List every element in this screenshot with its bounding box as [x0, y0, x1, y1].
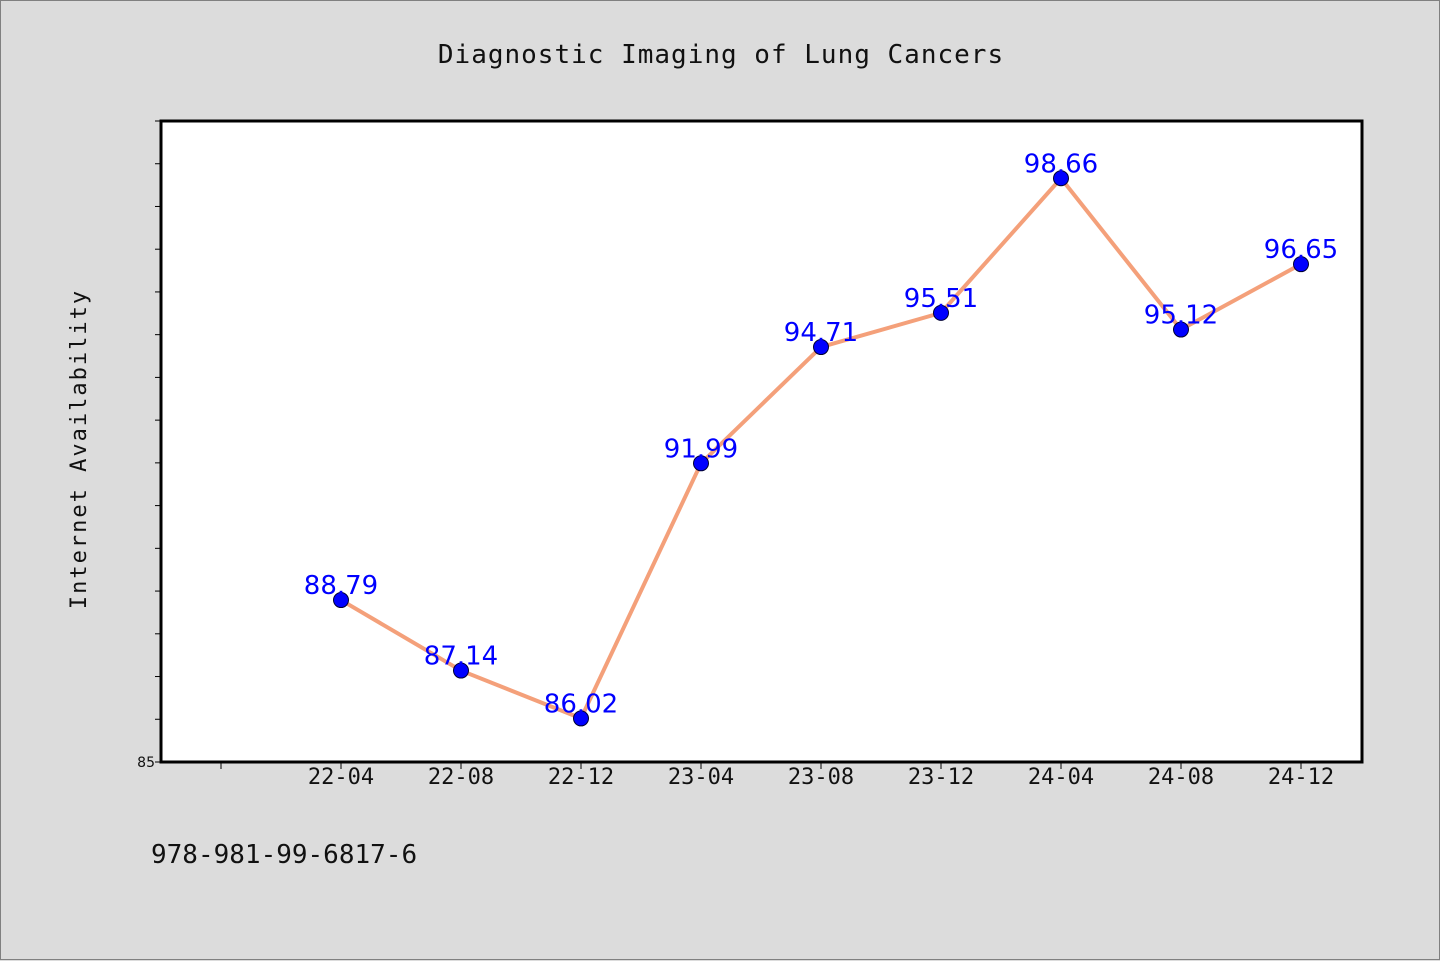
data-point	[333, 592, 349, 609]
data-label: 87.14	[424, 642, 498, 672]
data-label: 88.79	[304, 571, 378, 601]
data-label: 96.65	[1264, 235, 1338, 265]
data-label: 98.66	[1024, 149, 1098, 179]
data-label: 95.51	[904, 284, 978, 314]
x-tick-label: 23-04	[668, 765, 734, 790]
x-tick-label: 23-08	[788, 765, 854, 790]
x-tick-label: 22-12	[548, 765, 614, 790]
data-point	[933, 304, 949, 321]
x-tick-label: 24-08	[1148, 765, 1214, 790]
x-tick-label: 24-04	[1028, 765, 1094, 790]
data-point	[1173, 321, 1189, 338]
isbn-footer: 978-981-99-6817-6	[151, 840, 417, 870]
y-axis-ticks: 85	[137, 120, 161, 771]
data-point	[1053, 170, 1069, 187]
series-layer	[333, 170, 1309, 727]
x-tick-label: 24-12	[1268, 765, 1334, 790]
data-point	[573, 710, 589, 727]
data-label: 95.12	[1144, 301, 1218, 331]
x-tick-label: 22-04	[308, 765, 374, 790]
data-point	[693, 455, 709, 472]
x-axis-ticks: 22-04 22-08 22-12 23-04 23-08 23-12 24-04 24-08…	[220, 762, 1334, 790]
plot-area	[159, 119, 1364, 764]
data-labels: 88.79 87.14 86.02 91.99 94.71 95.51 98.66 95.12…	[304, 149, 1338, 719]
data-point	[1293, 256, 1309, 273]
data-label: 94.71	[784, 318, 858, 348]
y-axis-label: Internet Availability	[67, 289, 92, 609]
chart-title: Diagnostic Imaging of Lung Cancers	[438, 40, 1004, 70]
y-tick-label: 85	[137, 755, 155, 771]
x-tick-label: 23-12	[908, 765, 974, 790]
data-label: 91.99	[664, 434, 738, 464]
data-label: 86.02	[544, 689, 618, 719]
data-point	[453, 662, 469, 679]
x-tick-label: 22-08	[428, 765, 494, 790]
data-point	[813, 339, 829, 356]
